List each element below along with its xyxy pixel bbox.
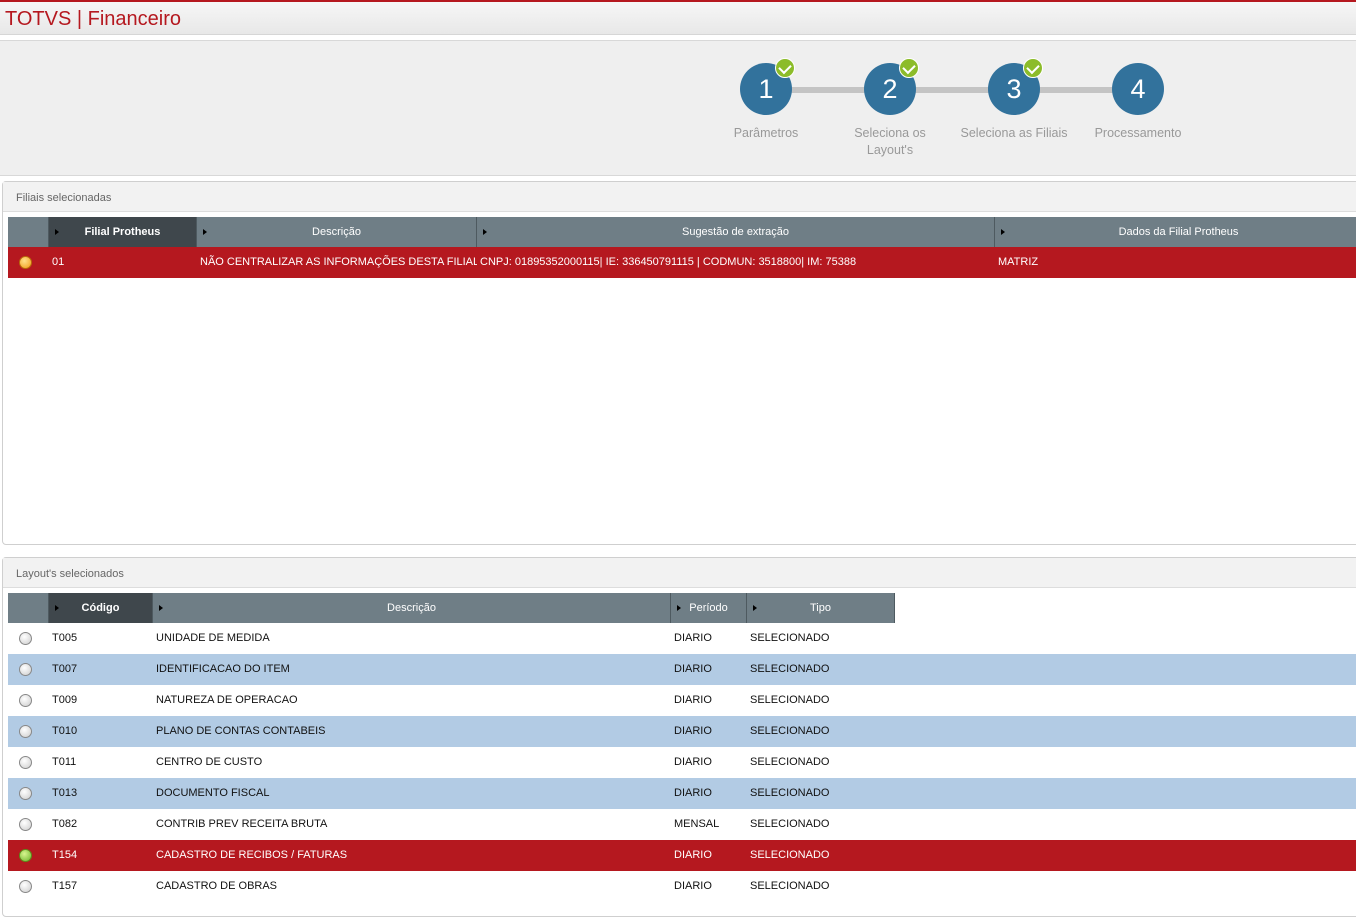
column-header[interactable]: Dados da Filial Protheus	[995, 217, 1356, 247]
sort-arrow	[483, 229, 487, 235]
table-cell: MATRIZ	[998, 256, 1039, 268]
table-cell: DIARIO	[674, 694, 712, 706]
header-spacer	[8, 217, 49, 247]
table-row[interactable]: T082 CONTRIB PREV RECEITA BRUTA MENSAL SELE…	[8, 809, 1356, 840]
table-cell: CADASTRO DE RECIBOS / FATURAS	[156, 849, 348, 861]
table-cell: UNIDADE DE MEDIDA	[156, 632, 270, 644]
row-status[interactable]	[19, 756, 32, 769]
table-cell: CENTRO DE CUSTO	[156, 756, 263, 768]
table-row[interactable]: 01 NÃO CENTRALIZAR AS INFORMAÇÕES DESTA F…	[8, 247, 1356, 278]
table-cell: 01	[52, 256, 65, 268]
table-cell: SELECIONADO	[750, 725, 830, 737]
step-label: Seleciona os Layout's	[854, 126, 926, 157]
stepper: 1 Parâmetros 2 Seleciona os Layout's 3 Seleci…	[0, 40, 1356, 176]
step-circle[interactable]: 4	[1112, 63, 1164, 115]
sort-arrow	[753, 605, 757, 611]
table-row[interactable]: T011 CENTRO DE CUSTO DIARIO SELECIONADO	[8, 747, 1356, 778]
filiais-panel: Filiais selecionadas Filial Protheus Desc…	[2, 181, 1356, 545]
table-cell: DIARIO	[674, 756, 712, 768]
panel-title: Filiais selecionadas	[3, 182, 1356, 212]
table-row[interactable]: T009 NATUREZA DE OPERACAO DIARIO SELECIONAD…	[8, 685, 1356, 716]
row-status[interactable]	[19, 694, 32, 707]
row-status[interactable]	[19, 632, 32, 645]
table-cell: SELECIONADO	[750, 818, 830, 830]
table-cell: T007	[52, 663, 78, 675]
table-cell: T010	[52, 725, 78, 737]
sort-arrow	[55, 605, 59, 611]
table-cell: DIARIO	[674, 725, 712, 737]
table-cell: SELECIONADO	[750, 632, 830, 644]
sort-arrow	[55, 229, 59, 235]
table-cell: SELECIONADO	[750, 756, 830, 768]
row-status[interactable]	[19, 725, 32, 738]
column-header[interactable]: Descrição	[153, 593, 671, 623]
table-cell: NÃO CENTRALIZAR AS INFORMAÇÕES DESTA FIL…	[200, 256, 477, 268]
table-cell: MENSAL	[674, 818, 720, 830]
table-cell: IDENTIFICACAO DO ITEM	[156, 663, 290, 675]
table-row[interactable]: T007 IDENTIFICACAO DO ITEM DIARIO SELECIONA…	[8, 654, 1356, 685]
app-title: TOTVS | Financeiro	[5, 8, 181, 30]
row-status[interactable]	[19, 256, 32, 269]
table-cell: T011	[52, 756, 77, 768]
table-cell: T154	[52, 849, 78, 861]
table-row[interactable]: T154 CADASTRO DE RECIBOS / FATURAS DIARIO S…	[8, 840, 1356, 871]
layouts-panel: Layout's selecionados Código Descrição Per…	[2, 557, 1356, 917]
table-cell: T082	[52, 818, 78, 830]
table-cell: CONTRIB PREV RECEITA BRUTA	[156, 818, 328, 830]
table-cell: DIARIO	[674, 663, 712, 675]
column-header[interactable]: Período	[671, 593, 747, 623]
header-spacer	[8, 593, 49, 623]
title-bar: TOTVS | Financeiro	[0, 2, 1356, 35]
table-cell: T157	[52, 880, 78, 892]
table-row[interactable]: T157 CADASTRO DE OBRAS DIARIO SELECIONADO	[8, 871, 1356, 902]
step-done-badge	[775, 58, 795, 78]
sort-arrow	[677, 605, 681, 611]
top-line	[0, 0, 1356, 2]
column-header[interactable]: Sugestão de extração	[477, 217, 995, 247]
table-row[interactable]: T005 UNIDADE DE MEDIDA DIARIO SELECIONADO	[8, 623, 1356, 654]
step-label: Parâmetros	[733, 126, 799, 140]
row-status[interactable]	[19, 787, 32, 800]
sort-arrow	[159, 605, 163, 611]
step-done-badge	[1023, 58, 1043, 78]
table-cell: CADASTRO DE OBRAS	[156, 880, 278, 892]
sort-arrow	[203, 229, 207, 235]
table-cell: SELECIONADO	[750, 787, 830, 799]
row-status[interactable]	[19, 818, 32, 831]
table-cell: T005	[52, 632, 78, 644]
table-cell: PLANO DE CONTAS CONTABEIS	[156, 725, 326, 737]
row-status[interactable]	[19, 849, 32, 862]
table-cell: DOCUMENTO FISCAL	[156, 787, 270, 799]
panel-title: Layout's selecionados	[3, 558, 1356, 588]
column-header[interactable]: Filial Protheus	[49, 217, 197, 247]
table-cell: NATUREZA DE OPERACAO	[156, 694, 298, 706]
table-cell: CNPJ: 01895352000115| IE: 336450791115 |…	[480, 256, 857, 268]
step-done-badge	[899, 58, 919, 78]
table-cell: SELECIONADO	[750, 663, 830, 675]
column-header[interactable]: Tipo	[747, 593, 895, 623]
table-cell: DIARIO	[674, 849, 712, 861]
table-row[interactable]: T013 DOCUMENTO FISCAL DIARIO SELECIONADO	[8, 778, 1356, 809]
step-label: Processamento	[1094, 126, 1182, 140]
table-cell: T013	[52, 787, 78, 799]
table-cell: DIARIO	[674, 787, 712, 799]
table-cell: DIARIO	[674, 880, 712, 892]
table-cell: SELECIONADO	[750, 849, 830, 861]
sort-arrow	[1001, 229, 1005, 235]
column-header[interactable]: Descrição	[197, 217, 477, 247]
step-label: Seleciona as Filiais	[960, 126, 1068, 140]
table-cell: SELECIONADO	[750, 694, 830, 706]
table-row[interactable]: T010 PLANO DE CONTAS CONTABEIS DIARIO SELEC…	[8, 716, 1356, 747]
table-cell: DIARIO	[674, 632, 712, 644]
table-cell: T009	[52, 694, 78, 706]
step-connector	[766, 87, 1138, 93]
table-cell: SELECIONADO	[750, 880, 830, 892]
row-status[interactable]	[19, 663, 32, 676]
step-circle[interactable]: 2	[864, 63, 916, 115]
row-status[interactable]	[19, 880, 32, 893]
column-header[interactable]: Código	[49, 593, 153, 623]
